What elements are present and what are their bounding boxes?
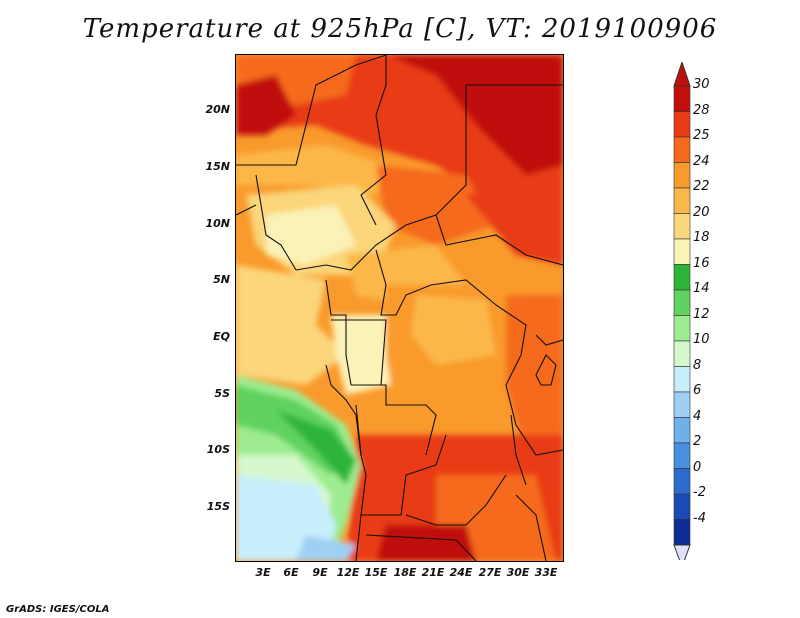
colorbar-swatch [673,85,691,112]
colorbar-label: 16 [693,255,710,271]
colorbar-label: 14 [693,281,710,296]
colorbar-label: 18 [693,230,710,245]
colorbar-swatch [673,493,691,520]
temperature-map [235,54,564,562]
lon-label: 30E [506,566,530,579]
grads-credit: GrADS: IGES/COLA [6,604,110,615]
lon-label: 6E [283,566,299,579]
colorbar-swatch [673,213,691,240]
lat-label: 10N [205,217,230,230]
colorbar-label: 22 [693,179,710,194]
colorbar-label: 24 [693,153,710,169]
lon-label: 21E [421,566,445,579]
colorbar-label: -4 [693,510,706,526]
lon-label: 15E [364,566,388,579]
lon-label: 3E [255,566,271,579]
colorbar-label: 20 [693,204,710,220]
colorbar-swatch [673,238,691,265]
lat-label: 15S [206,500,230,513]
lat-label: 20N [205,103,230,116]
colorbar-label: 25 [693,128,710,143]
lat-label: EQ [213,330,230,343]
colorbar-label: 10 [693,332,710,347]
colorbar-swatch [673,289,691,316]
colorbar-swatch [673,162,691,189]
lat-label: 15N [205,160,230,173]
lat-label: 10S [206,443,230,456]
colorbar-arrow-top [673,62,691,87]
colorbar-swatch [673,391,691,418]
colorbar-label: -2 [693,485,706,500]
colorbar-label: 28 [693,102,710,118]
colorbar-swatch [673,264,691,291]
colorbar-label: 0 [693,459,702,475]
lon-label: 27E [478,566,502,579]
colorbar-label: 30 [693,77,710,92]
colorbar-swatch [673,315,691,342]
colorbar-swatch [673,442,691,469]
colorbar-label: 12 [693,306,710,322]
lon-label: 24E [449,566,473,579]
colorbar-swatch [673,136,691,163]
lat-label: 5N [213,273,230,286]
colorbar-swatch [673,519,691,546]
colorbar [673,62,691,560]
colorbar-swatch [673,366,691,393]
lat-label: 5S [214,387,230,400]
colorbar-label: 8 [693,357,702,373]
colorbar-swatch [673,340,691,367]
colorbar-swatch [673,468,691,495]
colorbar-label: 6 [693,383,702,398]
lon-label: 33E [534,566,558,579]
map-title: Temperature at 925hPa [C], VT: 201910090… [82,14,718,44]
temperature-field [236,55,563,561]
lon-label: 18E [393,566,417,579]
colorbar-swatch [673,417,691,444]
colorbar-swatch [673,187,691,214]
colorbar-swatch [673,111,691,138]
colorbar-arrow-bottom [673,544,691,560]
lon-label: 9E [312,566,328,579]
colorbar-label: 2 [693,434,702,449]
colorbar-label: 4 [693,408,702,424]
lon-label: 12E [336,566,360,579]
